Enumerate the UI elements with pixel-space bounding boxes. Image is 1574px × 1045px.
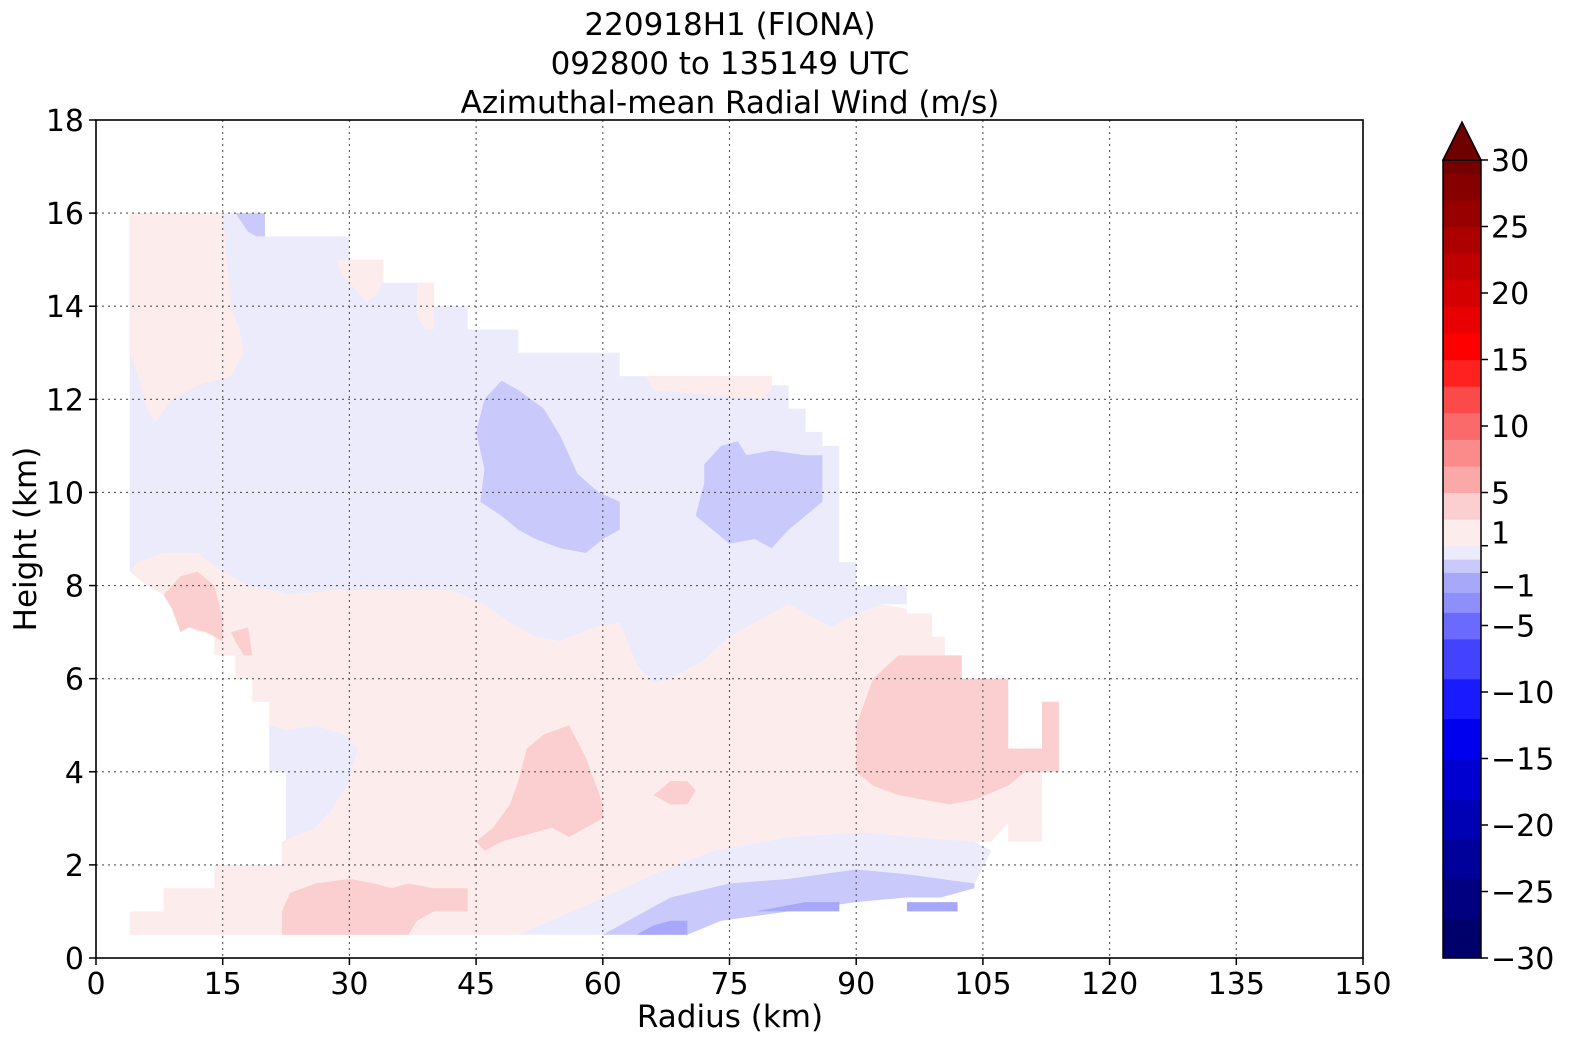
colorbar-frame [1442,159,1482,959]
colorbar-band-27 [1443,160,1481,174]
x-tick-label-1: 15 [204,967,242,1002]
contour-fill-layer [129,213,1059,935]
y-tick-label-7: 14 [46,290,84,325]
y-tick-label-5: 10 [46,476,84,511]
colorbar-label-12: −25 [1491,876,1554,911]
contour-region-9 [476,725,603,851]
x-tick-label-2: 30 [330,967,368,1002]
x-axis-label: Radius (km) [637,999,823,1035]
colorbar-label-1: 25 [1491,211,1529,246]
colorbar-band-26 [1443,173,1481,201]
contour-region-20 [906,902,958,912]
y-tick-label-9: 18 [46,104,84,139]
contour-region-11 [856,655,1059,805]
colorbar-band-13 [1443,519,1481,547]
colorbar-band-9 [1443,592,1481,613]
contour-region-17 [235,213,265,237]
contour-region-3 [129,553,1059,935]
title-line-1: 220918H1 (FIONA) [584,7,875,43]
title-line-2: 092800 to 135149 UTC [551,46,910,82]
grid-lines [96,120,1363,958]
colorbar-label-9: −10 [1491,676,1554,711]
colorbar-band-8 [1443,612,1481,640]
contour-region-1 [269,725,358,842]
colorbar-label-3: 15 [1491,344,1529,379]
colorbar-band-12 [1443,545,1481,560]
x-tick-label-8: 120 [1081,967,1138,1002]
colorbar-band-10 [1443,572,1481,593]
colorbar-band-11 [1443,559,1481,573]
colorbar-label-6: 1 [1491,517,1510,552]
y-tick-label-6: 12 [46,383,84,418]
y-tick-label-3: 6 [65,663,84,698]
y-tick-label-8: 16 [46,197,84,232]
contour-region-19 [754,902,840,912]
colorbar-band-3 [1443,798,1481,839]
x-tick-label-6: 90 [837,967,875,1002]
colorbar-label-5: 5 [1491,477,1510,512]
title-line-3: Azimuthal-mean Radial Wind (m/s) [461,85,1000,121]
colorbar-band-18 [1443,386,1481,414]
colorbar-band-21 [1443,306,1481,334]
x-tick-label-5: 75 [710,967,748,1002]
colorbar-band-25 [1443,199,1481,228]
colorbar-band-17 [1443,412,1481,440]
contour-region-7 [645,376,772,400]
colorbar-extend-arrow [1441,120,1483,161]
contour-region-8 [281,878,468,935]
colorbar-band-23 [1443,253,1481,281]
chart-title: 220918H1 (FIONA) 092800 to 135149 UTC Az… [461,7,1000,121]
y-tick-label-4: 8 [65,570,84,605]
colorbar-band-1 [1443,878,1481,919]
x-tick-label-4: 60 [584,967,622,1002]
colorbar-band-22 [1443,279,1481,307]
x-tick-label-3: 45 [457,967,495,1002]
colorbar-label-7: −1 [1491,569,1535,604]
x-tick-label-10: 150 [1334,967,1391,1002]
y-tick-label-1: 2 [65,849,84,884]
colorbar-label-0: 30 [1491,144,1529,179]
x-tick-label-0: 0 [86,967,105,1002]
y-axis-label: Height (km) [8,447,44,632]
contour-region-5 [336,259,384,302]
x-axis: 0 15 30 45 60 75 90 105 120 135 150 [86,958,1392,1002]
colorbar-label-8: −5 [1491,610,1535,645]
colorbar-band-24 [1443,226,1481,254]
colorbar-band-5 [1443,718,1481,760]
contour-region-13 [231,627,253,656]
colorbar-band-20 [1443,332,1481,361]
colorbar-band-14 [1443,492,1481,520]
colorbar-band-6 [1443,678,1481,720]
colorbar-label-10: −15 [1491,743,1554,778]
x-tick-label-7: 105 [954,967,1011,1002]
y-tick-label-0: 0 [65,942,84,977]
contour-region-12 [163,571,223,642]
colorbar-band-2 [1443,838,1481,879]
contour-region-14 [476,380,620,553]
contour-region-6 [417,282,434,330]
colorbar-band-19 [1443,359,1481,387]
colorbar: 30 25 20 15 10 5 1 −1 −5 −10 −15 −20 −25 −30 [1441,120,1554,977]
colorbar-band-4 [1443,758,1481,799]
colorbar-band-16 [1443,439,1481,467]
contour-region-10 [653,781,696,805]
colorbar-band-15 [1443,465,1481,494]
colorbar-band-7 [1443,638,1481,680]
contour-region-16 [602,869,975,935]
colorbar-label-11: −20 [1491,809,1554,844]
contour-region-15 [695,441,823,549]
colorbar-label-13: −30 [1491,942,1554,977]
y-tick-label-2: 4 [65,756,84,791]
x-tick-label-9: 135 [1208,967,1265,1002]
y-axis: 0 2 4 6 8 10 12 14 16 18 [46,104,96,977]
colorbar-label-2: 20 [1491,277,1529,312]
contour-region-4 [129,213,244,423]
contour-region-18 [636,920,688,935]
colorbar-label-4: 10 [1491,410,1529,445]
colorbar-band-0 [1443,918,1481,959]
